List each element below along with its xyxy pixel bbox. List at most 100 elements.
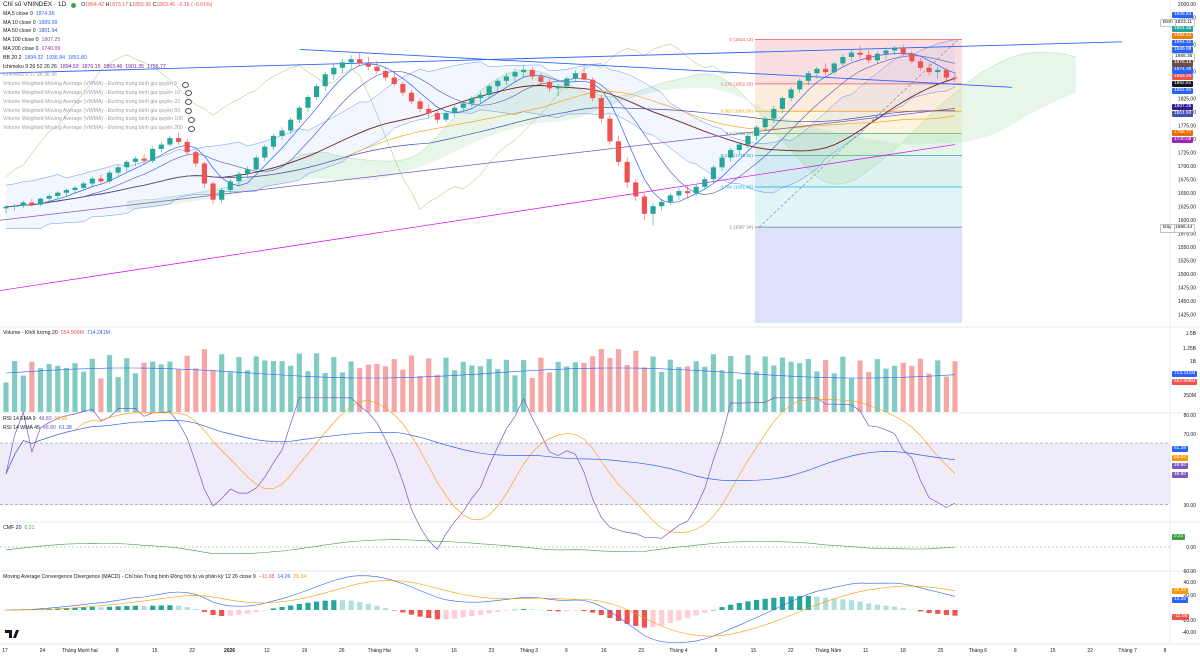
legend-item[interactable]: Volume Weighted Moving Average (VWMA) - … bbox=[3, 107, 212, 116]
legend-item-value: 1894.53 bbox=[59, 63, 79, 70]
volume-pane bbox=[3, 349, 958, 412]
rsi-tick-label: 80.00 bbox=[1183, 413, 1196, 419]
macd-label[interactable]: Moving Average Convergence Divergence (M… bbox=[3, 574, 256, 580]
candles[interactable] bbox=[3, 45, 958, 226]
eye-icon[interactable] bbox=[185, 90, 193, 97]
eye-icon[interactable] bbox=[187, 125, 195, 132]
candle-body bbox=[184, 141, 190, 153]
trend-lines[interactable] bbox=[0, 41, 1123, 88]
volume-bar bbox=[452, 370, 458, 412]
macd-histogram-bar bbox=[227, 610, 233, 616]
macd-histogram-bar bbox=[935, 610, 941, 614]
time-axis[interactable]: 17 24 Tháng Mười hai 8 15 22 2026 12 19 26 Tháng H… bbox=[2, 648, 1166, 654]
volume-bar bbox=[693, 361, 699, 412]
macd-histogram-bar bbox=[753, 599, 760, 610]
candle-body bbox=[779, 98, 786, 109]
candle-body bbox=[81, 183, 87, 188]
legend-item[interactable]: BB 20 2 1894.32 1936.84 1851.80 bbox=[3, 54, 212, 63]
eye-icon[interactable] bbox=[185, 99, 193, 106]
candle-body bbox=[46, 195, 52, 199]
legend-item[interactable]: Ichimoku 9 26 52 26 26 1894.53 1876.15 1863… bbox=[3, 63, 212, 72]
eye-icon[interactable] bbox=[185, 107, 193, 114]
macd-signal-line bbox=[6, 580, 956, 637]
macd-histogram-bar bbox=[132, 605, 138, 610]
volume-bar bbox=[909, 365, 915, 412]
legend-item[interactable]: Volume Weighted Moving Average (VWMA) - … bbox=[3, 80, 212, 89]
volume-bar bbox=[253, 356, 259, 412]
legend-item[interactable]: MA 50 close 0 1801.94 bbox=[3, 27, 212, 36]
tradingview-logo-icon[interactable] bbox=[5, 630, 19, 638]
legend-item[interactable]: MA 200 close 0 1740.09 bbox=[3, 45, 212, 54]
time-tick-label: Tháng Hai bbox=[368, 648, 391, 654]
cmf-pane bbox=[0, 539, 1170, 555]
cloud-area bbox=[126, 52, 1076, 210]
volume-bar bbox=[210, 370, 216, 412]
candle-body bbox=[55, 192, 61, 196]
trend-line-upper bbox=[0, 41, 1123, 74]
time-tick-label: 8 bbox=[1164, 648, 1167, 654]
candle-body bbox=[305, 96, 311, 108]
time-tick-label: 11 bbox=[863, 648, 868, 654]
macd-histogram-bar bbox=[572, 610, 578, 611]
candle-body bbox=[193, 152, 199, 164]
macd-histogram-bar bbox=[89, 606, 95, 610]
volume-bar bbox=[555, 361, 561, 412]
legend-item[interactable]: MA 5 close 0 1874.36 bbox=[3, 10, 212, 19]
volume-label[interactable]: Volume - Khối lượng 20 bbox=[3, 330, 58, 336]
macd-histogram-bar bbox=[917, 610, 924, 612]
eye-icon[interactable] bbox=[182, 81, 190, 88]
macd-histogram-bar bbox=[710, 609, 717, 611]
volume-bar bbox=[762, 356, 768, 412]
price-tick-label: 1600.00 bbox=[1178, 218, 1196, 224]
legend-item[interactable]: Volume Weighted Moving Average (VWMA) - … bbox=[3, 89, 212, 98]
legend-item[interactable]: MA 100 close 0 1807.25 bbox=[3, 36, 212, 45]
macd-histogram-bar bbox=[219, 610, 225, 616]
symbol-title[interactable]: Chỉ số VNINDEX · 1D bbox=[3, 1, 67, 8]
candle-body bbox=[167, 138, 173, 145]
time-tick-label: 22 bbox=[189, 648, 195, 654]
volume-bar bbox=[805, 359, 811, 412]
price-tick-label: 1650.00 bbox=[1178, 191, 1196, 197]
volume-bar bbox=[305, 371, 311, 412]
macd-histogram-bar bbox=[305, 602, 311, 610]
fib-level-label: 0.786 (1661.56) bbox=[721, 184, 754, 189]
volume-bar bbox=[848, 378, 855, 412]
legend-item-label: Volume Weighted Moving Average (VWMA) - … bbox=[3, 125, 183, 132]
macd-histogram-bar bbox=[555, 610, 561, 612]
macd-histogram-bar bbox=[581, 610, 587, 611]
candle-body bbox=[296, 107, 302, 120]
volume-bar bbox=[590, 356, 596, 412]
candle-body bbox=[581, 73, 587, 80]
volume-bar bbox=[702, 366, 708, 412]
macd-histogram-bar bbox=[676, 610, 682, 621]
price-marker: 1889.99 bbox=[1172, 46, 1194, 53]
legend-item[interactable]: Volume Weighted Moving Average (VWMA) - … bbox=[3, 98, 212, 107]
symbol-header[interactable]: Chỉ số VNINDEX · 1D O1864.42 H1873.17 L1… bbox=[3, 1, 212, 10]
rsi-wma-label[interactable]: RSI 14 WMA 45 bbox=[3, 424, 40, 431]
macd-marker: -11.08 bbox=[1172, 614, 1190, 621]
price-marker: 1807.25 bbox=[1172, 104, 1194, 111]
volume-bar bbox=[175, 369, 182, 412]
bb-upper bbox=[5, 39, 956, 186]
volume-bar bbox=[106, 354, 113, 412]
candle-body bbox=[926, 67, 932, 73]
volume-bar bbox=[719, 370, 725, 412]
legend-item[interactable]: Ichimoku 9 17 36 36 36 bbox=[3, 71, 212, 80]
candle-body bbox=[72, 187, 78, 190]
legend-item[interactable]: MA 10 close 0 1889.99 bbox=[3, 19, 212, 28]
macd-histogram-bar bbox=[805, 596, 811, 610]
price-marker: 1851.80 bbox=[1172, 87, 1194, 95]
legend-item[interactable]: Volume Weighted Moving Average (VWMA) - … bbox=[3, 115, 212, 124]
rsi-ema-label[interactable]: RSI 14 EMA 9 bbox=[3, 416, 36, 422]
macd-histogram-bar bbox=[167, 605, 173, 610]
eye-icon[interactable] bbox=[187, 116, 195, 123]
macd-histogram-bar bbox=[81, 607, 87, 610]
candle-body bbox=[831, 63, 837, 73]
macd-histogram-bar bbox=[866, 603, 872, 610]
fib-level-label: 0.236 (1852.29) bbox=[721, 81, 754, 86]
legend-item[interactable]: Volume Weighted Moving Average (VWMA) - … bbox=[3, 124, 212, 133]
cmf-label[interactable]: CMF 20 bbox=[3, 525, 22, 531]
macd-histogram-bar bbox=[736, 602, 742, 610]
candle-body bbox=[313, 86, 320, 97]
